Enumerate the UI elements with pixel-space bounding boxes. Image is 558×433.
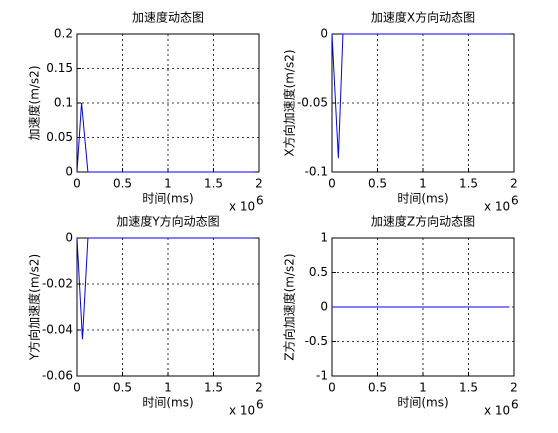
- y-tick-label: -0.02: [42, 277, 73, 291]
- x-tick-label: 1.5: [459, 381, 478, 395]
- x-tick-label: 0.5: [368, 381, 387, 395]
- y-tick-label: 0: [320, 300, 328, 314]
- x-tick-label: 0: [73, 381, 81, 395]
- x-tick-label: 0.5: [113, 381, 132, 395]
- x-axis-label: 时间(ms): [142, 396, 193, 410]
- x-tick-label: 1: [419, 381, 427, 395]
- x-multiplier: x 10: [229, 404, 255, 418]
- x-tick-label: 2: [510, 177, 518, 191]
- y-tick-label: 0.15: [46, 61, 73, 75]
- y-axis-label: 加速度(m/s2): [27, 66, 42, 141]
- y-tick-label: -1: [316, 369, 328, 383]
- y-tick-label: 0: [65, 231, 73, 245]
- x-multiplier-exponent: 6: [256, 194, 264, 208]
- y-tick-label: 0.5: [309, 265, 328, 279]
- x-tick-label: 0: [328, 381, 336, 395]
- y-tick-label: -0.05: [297, 96, 328, 110]
- y-axis-label: X方向加速度(m/s2): [282, 49, 297, 156]
- data-line: [331, 33, 510, 159]
- x-tick-label: 2: [510, 381, 518, 395]
- x-axis-label: 时间(ms): [397, 192, 448, 206]
- y-tick-label: -0.06: [42, 369, 73, 383]
- x-multiplier-exponent: 6: [511, 194, 519, 208]
- x-tick-label: 1.5: [204, 177, 223, 191]
- x-tick-label: 2: [255, 381, 263, 395]
- y-tick-label: 0: [320, 27, 328, 41]
- x-tick-label: 0.5: [368, 177, 387, 191]
- x-tick-label: 2: [255, 177, 263, 191]
- x-tick-label: 0: [73, 177, 81, 191]
- x-tick-label: 1: [164, 381, 172, 395]
- x-multiplier: x 10: [229, 200, 255, 214]
- chart-title: 加速度动态图: [132, 10, 204, 25]
- data-line: [76, 237, 255, 340]
- y-tick-label: 0.05: [46, 130, 73, 144]
- y-tick-label: 0.1: [54, 96, 73, 110]
- x-axis-label: 时间(ms): [142, 192, 193, 206]
- x-multiplier: x 10: [484, 200, 510, 214]
- x-tick-label: 1: [164, 177, 172, 191]
- chart-title: 加速度Y方向动态图: [116, 214, 219, 229]
- data-line: [76, 102, 255, 173]
- subplot: 0 0.5 1 1.5 2 -0.06 -0.04 -0.02 0 加速度Y方向动态图时间(ms)…: [27, 214, 264, 418]
- y-tick-label: 1: [320, 231, 328, 245]
- x-tick-label: 1.5: [459, 177, 478, 191]
- y-axis-label: Y方向加速度(m/s2): [27, 254, 42, 361]
- x-tick-label: 0: [328, 177, 336, 191]
- y-tick-label: 0: [65, 165, 73, 179]
- y-tick-label: -0.04: [42, 323, 73, 337]
- x-axis-label: 时间(ms): [397, 396, 448, 410]
- x-tick-label: 1: [419, 177, 427, 191]
- chart-title: 加速度Z方向动态图: [371, 214, 475, 229]
- chart-title: 加速度X方向动态图: [371, 10, 475, 25]
- x-tick-label: 1.5: [204, 381, 223, 395]
- x-multiplier: x 10: [484, 404, 510, 418]
- x-tick-label: 0.5: [113, 177, 132, 191]
- x-multiplier-exponent: 6: [256, 398, 264, 412]
- x-multiplier-exponent: 6: [511, 398, 519, 412]
- y-tick-label: 0.2: [54, 27, 73, 41]
- y-tick-label: -0.1: [305, 165, 328, 179]
- y-axis-label: Z方向加速度(m/s2): [282, 253, 297, 360]
- y-tick-label: -0.5: [305, 334, 328, 348]
